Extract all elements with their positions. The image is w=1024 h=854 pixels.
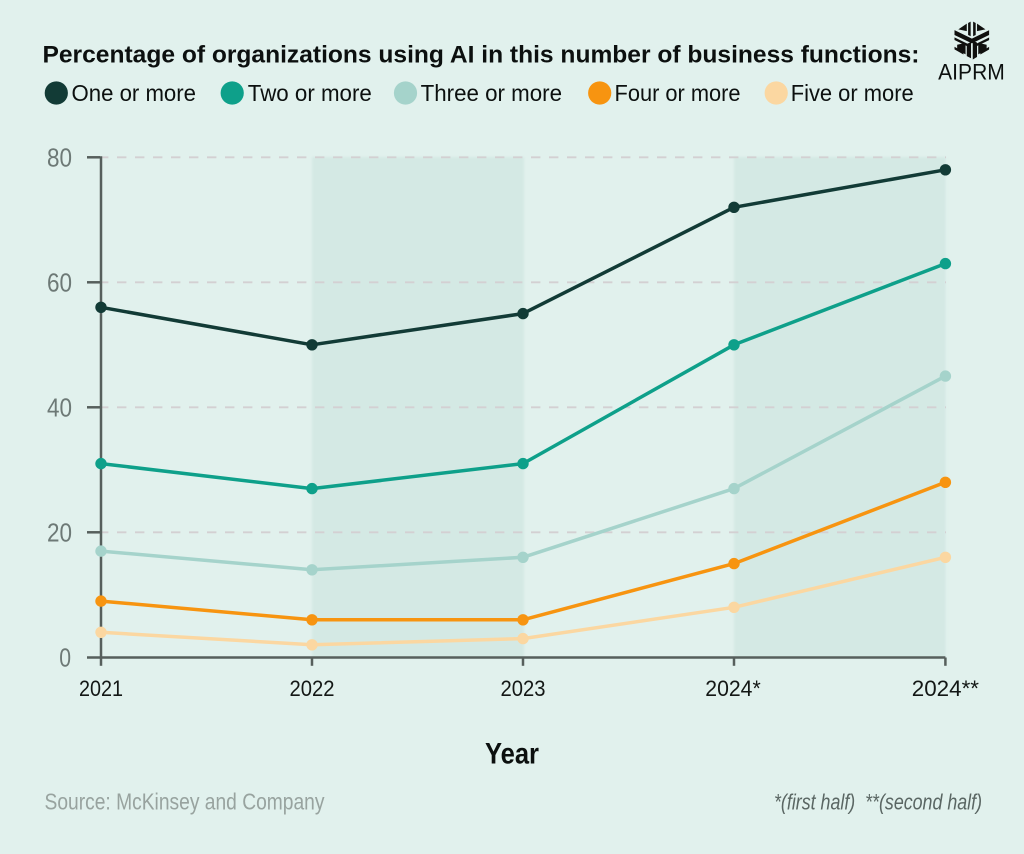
svg-text:One or more: One or more bbox=[72, 80, 197, 106]
svg-text:*(first half) **(second half): *(first half) **(second half) bbox=[774, 789, 982, 814]
svg-text:80: 80 bbox=[47, 142, 72, 172]
svg-text:AIPRM: AIPRM bbox=[938, 60, 1005, 85]
svg-text:0: 0 bbox=[59, 642, 71, 672]
svg-text:2024*: 2024* bbox=[705, 676, 761, 701]
svg-text:Five or more: Five or more bbox=[791, 80, 914, 106]
svg-text:Year: Year bbox=[485, 738, 539, 771]
svg-text:Percentage of organizations us: Percentage of organizations using AI in … bbox=[43, 42, 920, 69]
svg-text:2021: 2021 bbox=[79, 676, 123, 701]
svg-text:2022: 2022 bbox=[290, 676, 335, 701]
svg-text:2023: 2023 bbox=[501, 676, 546, 701]
svg-text:Three or more: Three or more bbox=[421, 80, 562, 106]
svg-text:40: 40 bbox=[47, 392, 72, 422]
svg-text:2024**: 2024** bbox=[912, 676, 979, 701]
svg-text:Two or more: Two or more bbox=[248, 80, 372, 106]
svg-text:20: 20 bbox=[47, 517, 72, 547]
svg-text:60: 60 bbox=[47, 267, 72, 297]
svg-text:Four or more: Four or more bbox=[615, 80, 741, 106]
svg-text:Source: McKinsey and Company: Source: McKinsey and Company bbox=[45, 789, 325, 815]
